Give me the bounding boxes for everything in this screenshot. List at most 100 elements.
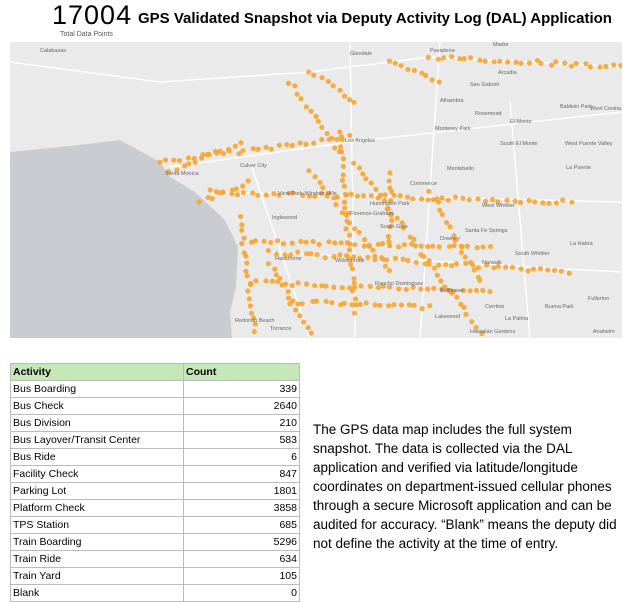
gps-point [268,146,274,152]
gps-point [303,251,310,257]
gps-point [277,275,283,282]
gps-point [526,60,533,66]
gps-point [454,294,460,300]
map-label: Los Angeles [345,138,375,144]
gps-point [339,177,346,184]
gps-point [319,124,325,130]
gps-point [330,83,336,89]
map-label: Buena Park [545,304,574,310]
map-label: Hawthorne [275,256,302,262]
gps-point [449,263,455,269]
gps-point [540,200,546,206]
map-label: Florence-Graham [350,211,394,217]
gps-point [205,194,211,201]
gps-point [289,240,295,246]
gps-point [337,129,343,135]
gps-point [429,77,435,83]
map-label: Monterey Park [435,126,471,132]
gps-point [246,296,252,302]
gps-point [261,238,267,244]
gps-point [392,60,398,66]
count-cell: 2640 [183,397,300,415]
activity-cell: Bus Ride [10,448,184,466]
gps-point [395,244,402,250]
gps-point [240,189,246,196]
gps-point [452,237,458,244]
gps-point [240,183,246,189]
gps-point [461,304,467,310]
count-cell: 105 [183,567,300,585]
gps-point [460,287,467,294]
gps-point [324,130,330,137]
gps-point [360,193,367,199]
gps-point [342,93,348,99]
gps-point [276,192,282,198]
gps-point [512,198,518,204]
activity-cell: Facility Check [10,465,184,483]
gps-point [297,313,303,319]
gps-point [343,226,349,232]
count-cell: 634 [183,550,300,568]
gps-point [245,178,251,184]
gps-point [171,157,177,163]
gps-point [285,288,291,295]
gps-point [346,232,353,238]
gps-point [326,239,332,245]
gps-point [385,233,392,240]
gps-point [245,288,251,294]
gps-point [346,285,353,291]
gps-point [503,264,509,270]
gps-point [303,104,309,110]
gps-point [388,198,394,204]
gps-point [473,324,479,331]
gps-point [534,57,541,64]
gps-point [358,283,364,289]
gps-point [453,261,460,267]
gps-point [361,237,368,243]
gps-point [569,199,575,205]
gps-point [339,137,345,143]
gps-point [331,195,337,201]
gps-point [295,301,301,307]
gps-point [385,205,391,212]
gps-point [282,252,288,258]
gps-point [337,252,343,258]
table-row: Bus Check 2640 [10,397,300,415]
gps-point [253,278,259,284]
gps-point [518,60,524,66]
gps-point [360,171,366,177]
gps-point [467,288,473,294]
gps-point [319,137,325,143]
table-row: Train Yard 105 [10,567,300,585]
map-label: Madre [493,42,509,48]
total-count: 17004 [52,0,133,30]
gps-point [495,263,501,269]
map-label: Commerce [410,181,437,187]
map-label: Torrance [270,326,291,332]
gps-point [397,193,403,199]
gps-point [311,140,317,146]
gps-point [436,79,442,85]
gps-point [340,172,346,178]
gps-point [546,200,552,206]
gps-point [411,302,417,308]
gps-point [299,301,305,307]
count-cell: 6 [183,448,300,466]
table-row: Facility Check 847 [10,465,300,483]
gps-point [380,283,386,289]
gps-point [404,194,411,200]
activity-cell: Train Ride [10,550,184,568]
gps-point [495,199,501,205]
gps-point [370,247,376,253]
map-label: Lakewood [435,314,460,320]
gps-point [157,159,163,165]
gps-point [247,303,254,309]
gps-point [387,224,393,230]
map-label: Calabasas [40,48,66,54]
gps-point [251,329,257,335]
gps-point [351,280,358,286]
activity-cell: Parking Lot [10,482,184,500]
table-row: Parking Lot 1801 [10,482,300,500]
gps-point [458,301,464,307]
